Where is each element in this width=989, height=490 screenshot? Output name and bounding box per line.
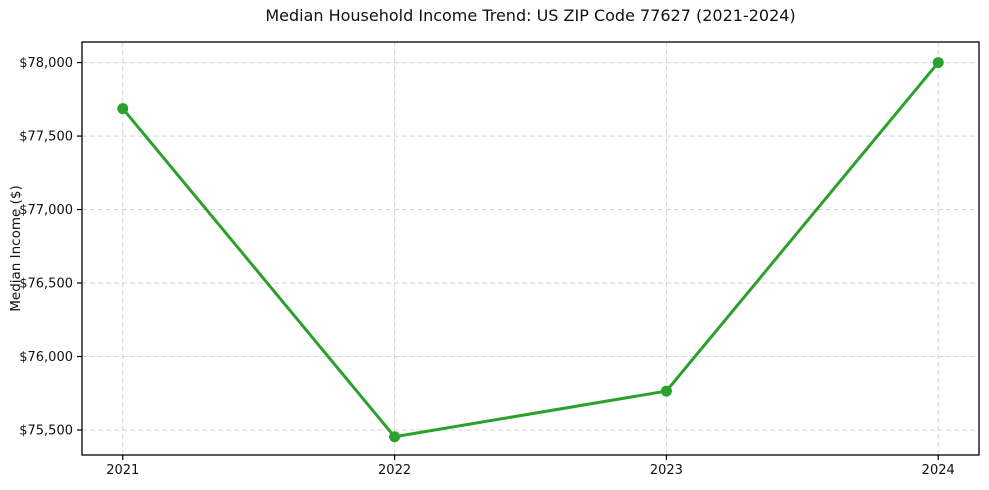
trend-line xyxy=(121,61,940,439)
plot-border xyxy=(81,41,980,456)
x-tick-label: 2022 xyxy=(378,463,411,478)
data-point-2021 xyxy=(117,103,129,115)
chart-title: Median Household Income Trend: US ZIP Co… xyxy=(265,6,796,25)
data-point-2022 xyxy=(389,431,401,443)
y-tick-label: $77,500 xyxy=(19,130,73,145)
x-tick-label: 2021 xyxy=(106,463,139,478)
data-point-2023 xyxy=(660,385,672,397)
data-point-2024 xyxy=(932,57,944,69)
x-tick-label: 2024 xyxy=(922,463,955,478)
y-tick-label: $77,000 xyxy=(19,203,73,218)
y-axis-label: Median Income ($) xyxy=(8,185,24,312)
y-tick-label: $78,000 xyxy=(19,56,73,71)
y-tick-label: $75,500 xyxy=(19,424,73,439)
x-tick-label: 2023 xyxy=(650,463,683,478)
y-tick-label: $76,000 xyxy=(19,350,73,365)
y-tick-label: $76,500 xyxy=(19,277,73,292)
